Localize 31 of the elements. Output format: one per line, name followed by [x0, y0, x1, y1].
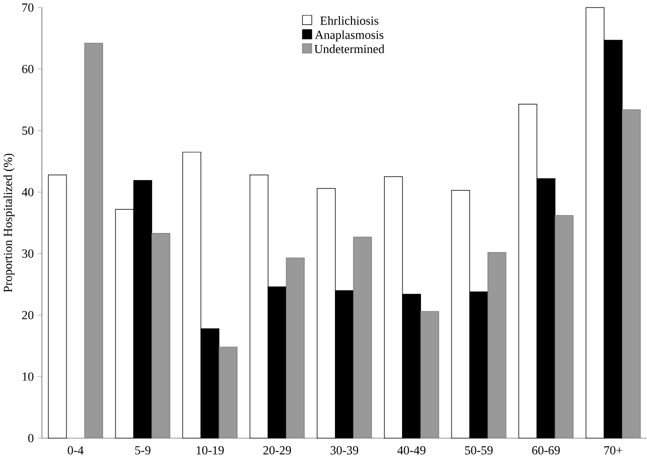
y-tick-label: 30 [22, 250, 34, 258]
bar [554, 215, 574, 439]
y-tick-label: 50 [22, 126, 34, 135]
x-tick-label: 10-19 [196, 446, 224, 455]
x-tick-label: 70+ [604, 446, 622, 455]
y-tick-label: 10 [22, 372, 34, 381]
bar [488, 252, 506, 439]
bar [622, 109, 641, 439]
bar [420, 311, 440, 439]
x-tick-label: 5-9 [135, 446, 150, 454]
y-tick-label: 20 [22, 311, 34, 320]
x-tick-label: 50-59 [465, 446, 493, 455]
x-tick-label: 40-49 [397, 446, 426, 455]
x-tick-label: 60-69 [532, 446, 560, 455]
y-tick-label: 60 [22, 64, 34, 74]
legend-label: Anaplasmosis [314, 30, 384, 42]
legend-label: Ehrlichiosis [320, 16, 378, 25]
y-tick-label: 0 [28, 434, 34, 442]
x-tick-label: 30-39 [330, 446, 358, 455]
bar [151, 233, 170, 439]
x-tick-label: 20-29 [263, 446, 291, 455]
legend-label: Undetermined [314, 44, 384, 54]
bar [84, 42, 104, 439]
y-tick-label: 40 [22, 188, 34, 196]
bar [353, 236, 372, 439]
y-axis-title: Proportion Hospitalized (%) [3, 154, 15, 292]
x-tick-label: 0-4 [68, 446, 84, 455]
y-tick-label: 70 [22, 3, 34, 12]
bar [218, 346, 238, 439]
bar [48, 174, 67, 439]
bar [286, 258, 305, 439]
